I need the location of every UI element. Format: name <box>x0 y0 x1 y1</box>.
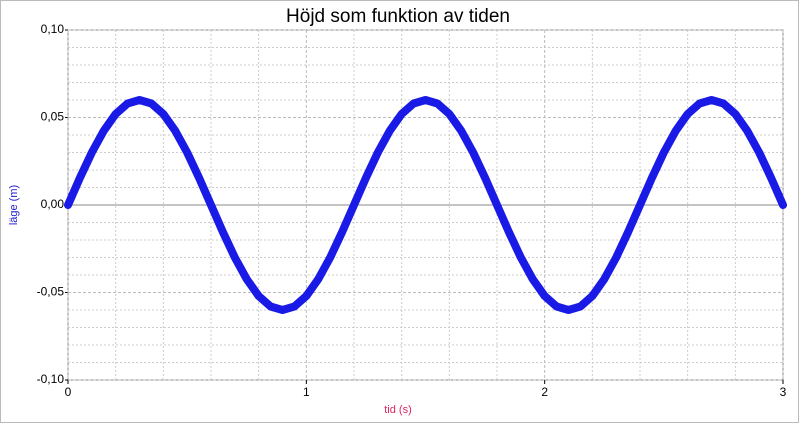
x-tick-label: 0 <box>65 385 72 399</box>
y-tick-label: -0,05 <box>37 285 65 299</box>
data-line <box>64 96 787 314</box>
x-tick-label: 3 <box>780 385 787 399</box>
y-tick-label: 0,10 <box>41 22 65 36</box>
x-tick-label: 1 <box>303 385 310 399</box>
y-tick-label: -0,10 <box>37 372 65 386</box>
x-tick-label: 2 <box>541 385 548 399</box>
y-axis-label: läge (m) <box>8 185 20 225</box>
y-tick-label: 0,05 <box>41 110 65 124</box>
y-tick-label: 0,00 <box>41 197 65 211</box>
x-axis-label: tid (s) <box>384 404 412 416</box>
chart-title: Höjd som funktion av tiden <box>286 6 510 27</box>
